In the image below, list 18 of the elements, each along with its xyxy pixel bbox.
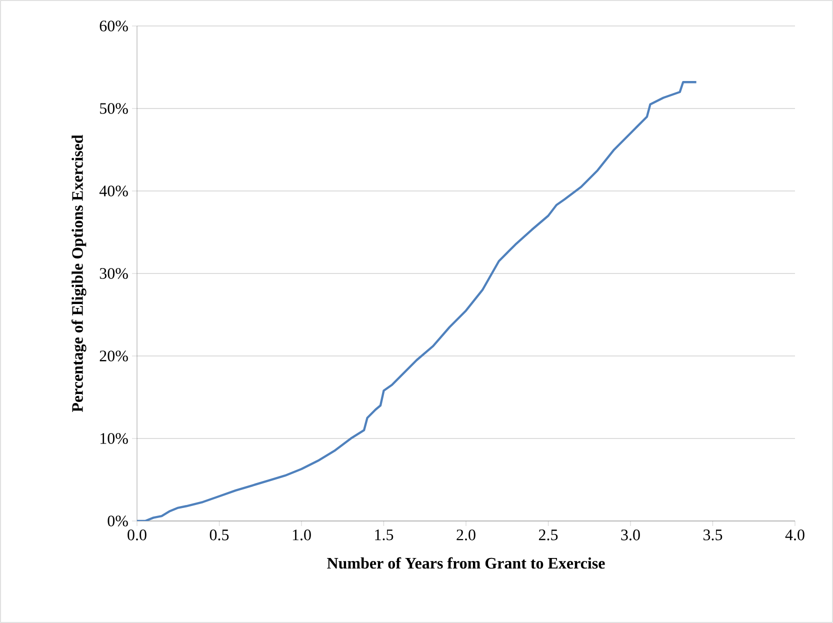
y-axis-title: Percentage of Eligible Options Exercised — [71, 134, 86, 412]
x-tick-label: 3.5 — [704, 530, 722, 540]
x-tick-label: 0.5 — [210, 530, 229, 540]
x-tick-label: 1.0 — [292, 530, 311, 540]
y-tick-label: 50% — [100, 103, 128, 114]
x-tick-label: 3.0 — [621, 530, 640, 540]
x-axis-title: Number of Years from Grant to Exercise — [327, 557, 605, 569]
x-tick-label: 2.5 — [538, 530, 558, 540]
x-tick-label: 2.0 — [456, 530, 476, 540]
x-tick-label: 4.0 — [785, 530, 804, 540]
x-tick-label: 0.0 — [128, 530, 146, 540]
y-tick-label: 60% — [100, 20, 128, 32]
y-tick-label: 0% — [108, 516, 128, 526]
y-tick-label: 10% — [100, 433, 128, 444]
x-tick-label: 1.5 — [375, 530, 394, 540]
y-tick-label: 40% — [99, 186, 128, 196]
y-tick-label: 30% — [100, 268, 128, 279]
y-tick-label: 20% — [100, 350, 128, 362]
